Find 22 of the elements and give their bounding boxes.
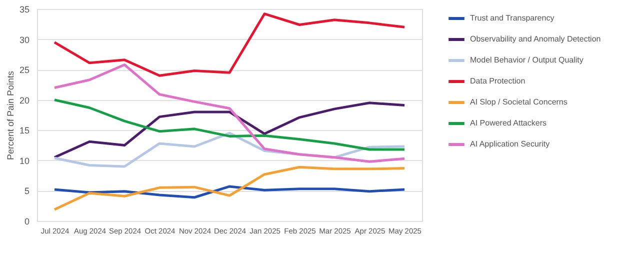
legend-label: Observability and Anomaly Detection xyxy=(470,34,601,44)
y-axis-title: Percent of Pain Points xyxy=(5,70,16,160)
legend-label: AI Slop / Societal Concerns xyxy=(470,98,568,106)
line-series xyxy=(53,102,406,159)
line-series xyxy=(53,166,406,211)
y-tick-label: 35 xyxy=(19,4,30,14)
legend-label: AI Application Security xyxy=(470,140,550,148)
line-series xyxy=(53,12,406,77)
line-series xyxy=(53,185,406,199)
y-tick-label: 0 xyxy=(24,216,30,226)
legend-label: Model Behavior / Output Quality xyxy=(470,56,584,64)
legend-label: Trust and Transparency xyxy=(470,14,554,22)
y-tick-label: 20 xyxy=(19,95,30,106)
line-series xyxy=(53,63,406,163)
legend-label: Data Protection xyxy=(470,76,526,86)
y-tick-label: 5 xyxy=(24,186,30,196)
y-tick-label: 25 xyxy=(19,65,30,76)
y-tick-label: 30 xyxy=(19,34,30,45)
y-tick-label: 15 xyxy=(19,126,30,136)
y-tick-label: 10 xyxy=(19,156,30,166)
legend-label: AI Powered Attackers xyxy=(470,118,546,128)
line-series xyxy=(53,98,406,151)
